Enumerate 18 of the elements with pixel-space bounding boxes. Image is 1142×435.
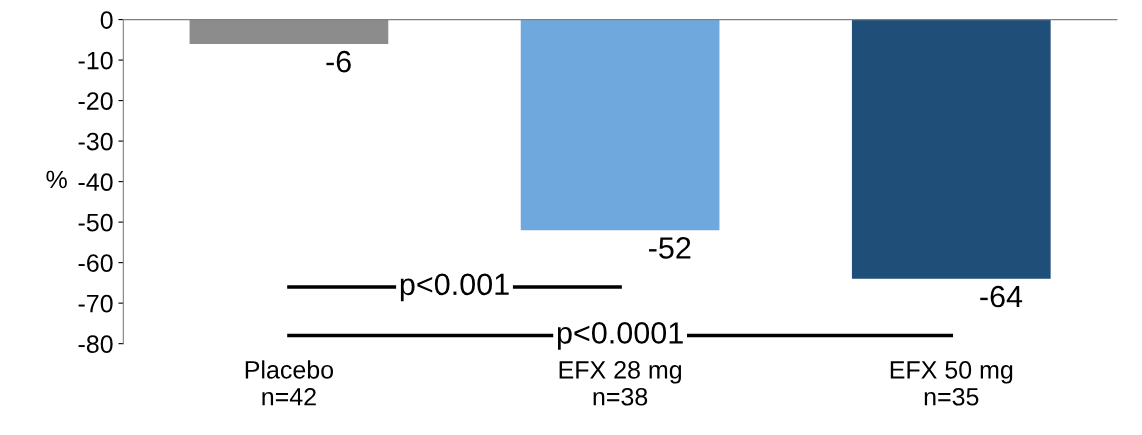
y-axis-title: % bbox=[46, 170, 67, 189]
data-label: -64 bbox=[980, 285, 1023, 308]
y-tick-label: -30 bbox=[78, 132, 113, 151]
x-tick-label: Placebo n=42 bbox=[245, 360, 334, 406]
y-tick-label: -80 bbox=[78, 335, 113, 353]
x-tick-label: EFX 50 mg n=35 bbox=[890, 360, 1013, 406]
x-tick-label: EFX 28 mg n=38 bbox=[559, 360, 682, 406]
annotation: p<0.001 bbox=[400, 273, 509, 302]
annotation: p<0.0001 bbox=[557, 322, 683, 350]
data-label: -6 bbox=[326, 50, 351, 73]
y-tick-label: -50 bbox=[78, 213, 113, 232]
y-tick-label: -10 bbox=[78, 51, 113, 70]
y-tick-label: 0 bbox=[100, 11, 113, 29]
y-tick-label: -60 bbox=[78, 254, 113, 272]
y-tick-label: -70 bbox=[78, 294, 113, 313]
y-tick-label: -20 bbox=[78, 92, 113, 110]
y-tick-label: -40 bbox=[78, 173, 113, 191]
data-label: -52 bbox=[649, 237, 691, 259]
